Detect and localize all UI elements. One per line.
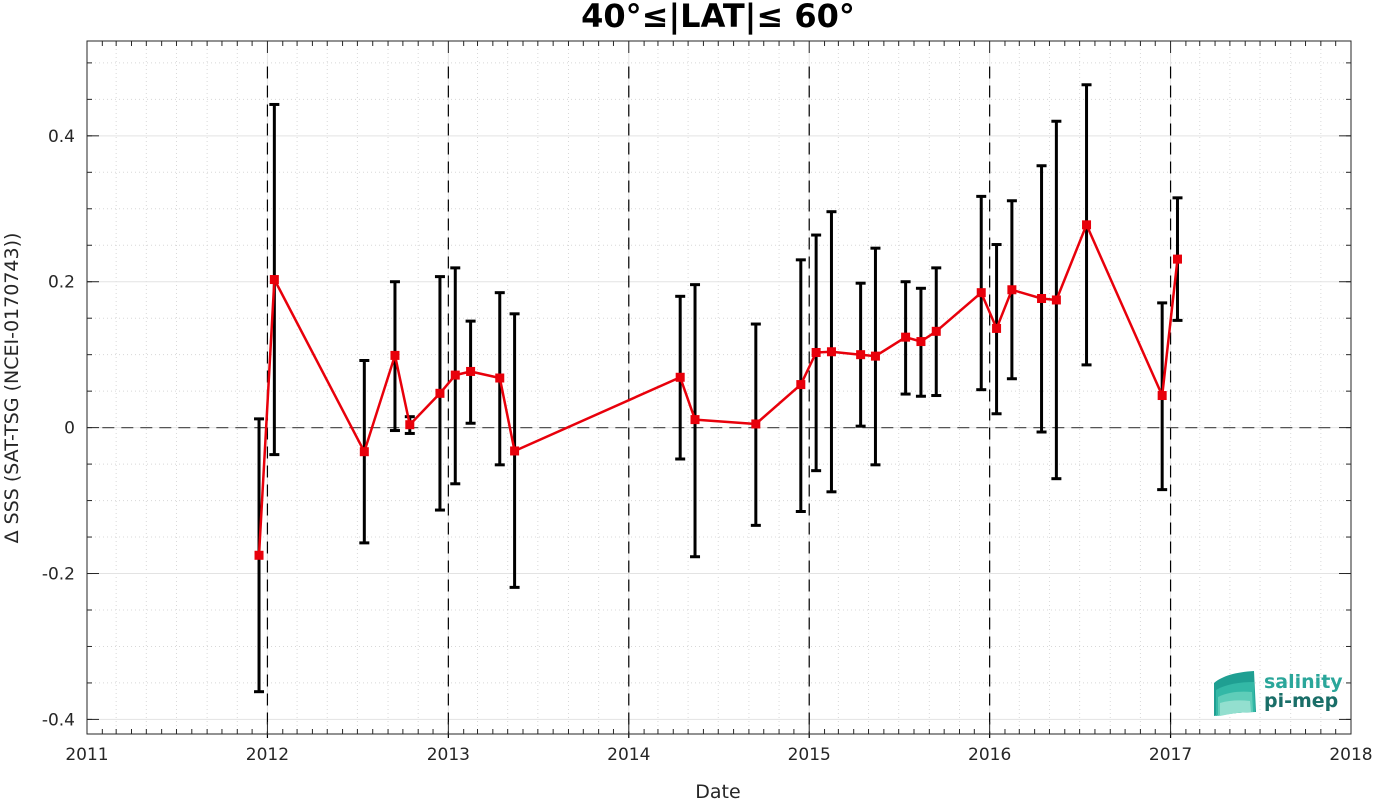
data-point (450, 370, 460, 380)
data-point (796, 380, 806, 390)
data-point (870, 351, 880, 361)
data-point (1082, 220, 1092, 230)
data-point (1037, 294, 1047, 304)
data-point (916, 337, 926, 347)
y-tick-label: -0.2 (42, 565, 75, 585)
data-point (359, 447, 369, 457)
data-point (690, 415, 700, 425)
plot-frame (86, 40, 1352, 735)
x-tick-label: 2011 (65, 745, 108, 765)
data-point (931, 326, 941, 336)
data-point (992, 323, 1002, 333)
data-point (466, 366, 476, 376)
y-axis-label: Δ SSS (SAT-TSG (NCEI-0170743)) (1, 233, 23, 544)
salinity-pi-mep-logo: salinity pi-mep (1214, 671, 1343, 716)
data-point (1051, 295, 1061, 305)
chart-title: 40°≤|LAT|≤ 60° (581, 0, 855, 36)
data-point (1157, 391, 1167, 401)
x-tick-label: 2013 (427, 745, 470, 765)
x-axis-label: Date (695, 781, 740, 801)
x-tick-label: 2016 (968, 745, 1011, 765)
logo-text-pi-mep: pi-mep (1264, 690, 1338, 712)
data-point (254, 550, 264, 560)
data-point (390, 350, 400, 360)
data-point (1007, 285, 1017, 295)
y-tick-label: -0.4 (42, 710, 75, 730)
waves-icon (1214, 671, 1256, 716)
data-point (675, 372, 685, 382)
x-tick-label: 2012 (246, 745, 289, 765)
data-point (495, 373, 505, 383)
x-tick-label: 2018 (1329, 745, 1372, 765)
data-point (826, 347, 836, 357)
y-tick-label: 0.4 (48, 127, 75, 147)
grid (86, 41, 1352, 734)
data-point (901, 332, 911, 342)
data-point (510, 446, 520, 456)
year-boundary-lines (266, 66, 1172, 738)
data-point (405, 420, 415, 430)
x-tick-label: 2015 (788, 745, 831, 765)
x-tick-label: 2014 (607, 745, 650, 765)
logo-text-salinity: salinity (1264, 671, 1343, 693)
axes (86, 40, 1352, 735)
y-tick-label: 0.2 (48, 273, 75, 293)
data-point (1172, 254, 1182, 264)
data-point (811, 347, 821, 357)
data-point (435, 388, 445, 398)
series-markers (254, 220, 1182, 560)
y-tick-label: 0 (64, 419, 75, 439)
data-point (269, 275, 279, 285)
x-tick-label: 2017 (1149, 745, 1192, 765)
data-point (751, 419, 761, 429)
tick-labels: 2011 2012 2013 2014 2015 2016 2017 2018 -0.4 -0.2… (42, 127, 1373, 765)
data-point (976, 288, 986, 298)
data-point (856, 350, 866, 360)
